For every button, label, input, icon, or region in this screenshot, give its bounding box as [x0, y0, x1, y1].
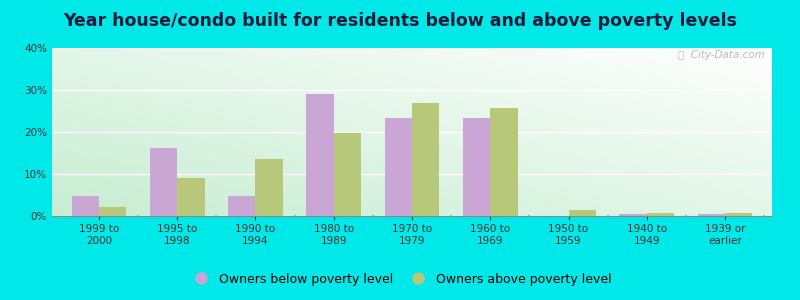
Bar	[725, 213, 753, 216]
Bar	[99, 207, 126, 216]
Bar	[306, 94, 334, 216]
Bar	[255, 159, 283, 216]
Bar	[698, 214, 725, 216]
Bar	[463, 118, 490, 216]
Legend: Owners below poverty level, Owners above poverty level: Owners below poverty level, Owners above…	[184, 268, 616, 291]
Bar	[619, 214, 646, 216]
Bar	[412, 103, 439, 216]
Text: ⓘ  City-Data.com: ⓘ City-Data.com	[678, 50, 765, 60]
Bar	[228, 196, 255, 216]
Bar	[385, 118, 412, 216]
Bar	[150, 148, 178, 216]
Bar	[569, 210, 596, 216]
Bar	[178, 178, 205, 216]
Bar	[71, 196, 99, 216]
Bar	[490, 108, 518, 216]
Bar	[334, 133, 361, 216]
Bar	[646, 213, 674, 216]
Text: Year house/condo built for residents below and above poverty levels: Year house/condo built for residents bel…	[63, 12, 737, 30]
